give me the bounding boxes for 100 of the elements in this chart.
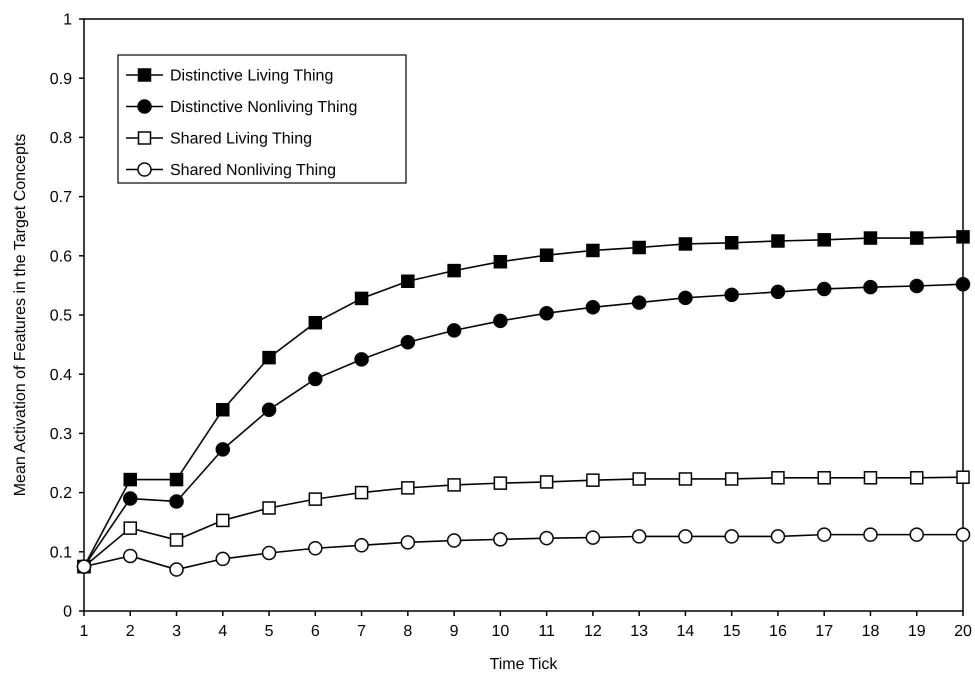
x-tick-label: 6 — [310, 623, 320, 640]
point — [724, 472, 738, 486]
point — [540, 248, 554, 262]
point — [216, 442, 230, 457]
x-tick-label: 17 — [815, 623, 834, 640]
x-tick-label: 7 — [357, 623, 366, 640]
point — [586, 300, 600, 315]
point — [262, 501, 276, 515]
point — [308, 541, 323, 556]
x-tick-label: 14 — [676, 623, 694, 640]
point — [170, 533, 184, 547]
point — [169, 562, 184, 577]
point — [771, 234, 785, 248]
legend-label: Shared Nonliving Thing — [170, 162, 336, 180]
legend-label: Shared Living Thing — [170, 130, 312, 148]
point — [586, 244, 600, 258]
y-tick-label: 0.1 — [50, 544, 72, 562]
y-tick-label: 0.2 — [50, 485, 72, 502]
point — [678, 472, 692, 486]
point — [910, 231, 924, 245]
point — [540, 475, 554, 489]
point — [678, 529, 693, 544]
x-tick-label: 1 — [80, 623, 89, 640]
point — [724, 529, 739, 544]
point — [308, 492, 322, 506]
point — [124, 521, 138, 535]
point — [354, 352, 369, 367]
y-tick-label: 0.7 — [50, 189, 72, 206]
y-tick-label: 0.9 — [50, 70, 72, 88]
x-tick-label: 15 — [722, 623, 741, 640]
x-tick-label: 18 — [862, 623, 880, 640]
x-tick-label: 12 — [584, 623, 602, 640]
point — [910, 471, 924, 485]
point — [446, 323, 462, 338]
legend-label: Distinctive Nonliving Thing — [170, 99, 358, 116]
x-tick-label: 19 — [908, 623, 926, 640]
point — [586, 530, 600, 545]
point — [770, 529, 786, 544]
y-tick-label: 0.8 — [50, 130, 72, 147]
point — [632, 529, 646, 544]
x-tick-label: 13 — [630, 623, 648, 640]
point — [724, 288, 739, 302]
point — [354, 292, 368, 306]
point — [400, 334, 416, 350]
point — [956, 470, 970, 484]
point — [864, 231, 878, 245]
point — [816, 527, 832, 542]
point — [586, 473, 600, 487]
y-tick-label: 0.3 — [50, 426, 72, 443]
point — [632, 295, 646, 310]
point — [816, 282, 832, 296]
x-tick-label: 4 — [218, 623, 228, 640]
x-axis-title: Time Tick — [490, 656, 558, 673]
point — [956, 230, 970, 244]
point — [124, 472, 138, 486]
point — [262, 546, 276, 560]
point — [447, 478, 461, 492]
point — [308, 372, 323, 386]
point — [864, 471, 878, 485]
y-axis-title: Mean Activation of Features in the Target Concepts — [12, 134, 29, 496]
point — [447, 264, 461, 278]
point — [123, 548, 138, 564]
point — [956, 276, 970, 292]
legend-label: Distinctive Living Thing — [170, 68, 334, 85]
x-tick-label: 5 — [264, 623, 274, 640]
point — [216, 402, 230, 416]
point — [401, 274, 415, 288]
point — [678, 237, 692, 251]
point — [308, 316, 322, 330]
point — [817, 471, 831, 485]
point — [539, 530, 554, 546]
x-tick-label: 16 — [769, 623, 787, 640]
y-tick-label: 0 — [63, 604, 72, 621]
point — [400, 535, 416, 550]
point — [493, 314, 508, 328]
point — [169, 494, 184, 509]
y-tick-label: 1 — [63, 12, 72, 29]
x-tick-label: 10 — [491, 623, 510, 640]
point — [493, 532, 508, 547]
point — [678, 290, 693, 306]
point — [446, 533, 462, 548]
point — [770, 284, 786, 300]
point — [632, 240, 646, 254]
point — [354, 538, 369, 553]
x-tick-label: 20 — [954, 623, 972, 640]
point — [494, 476, 508, 490]
point — [262, 402, 276, 417]
point — [909, 527, 924, 542]
point — [494, 254, 508, 268]
point — [956, 527, 970, 542]
point — [216, 514, 230, 528]
point — [539, 306, 554, 320]
y-tick-label: 0.6 — [50, 248, 72, 266]
point — [123, 491, 138, 506]
x-tick-label: 2 — [126, 623, 135, 640]
point — [170, 472, 184, 486]
point — [216, 552, 230, 566]
x-tick-label: 3 — [172, 623, 182, 640]
y-tick-label: 0.5 — [50, 308, 72, 325]
x-tick-label: 11 — [538, 623, 556, 640]
